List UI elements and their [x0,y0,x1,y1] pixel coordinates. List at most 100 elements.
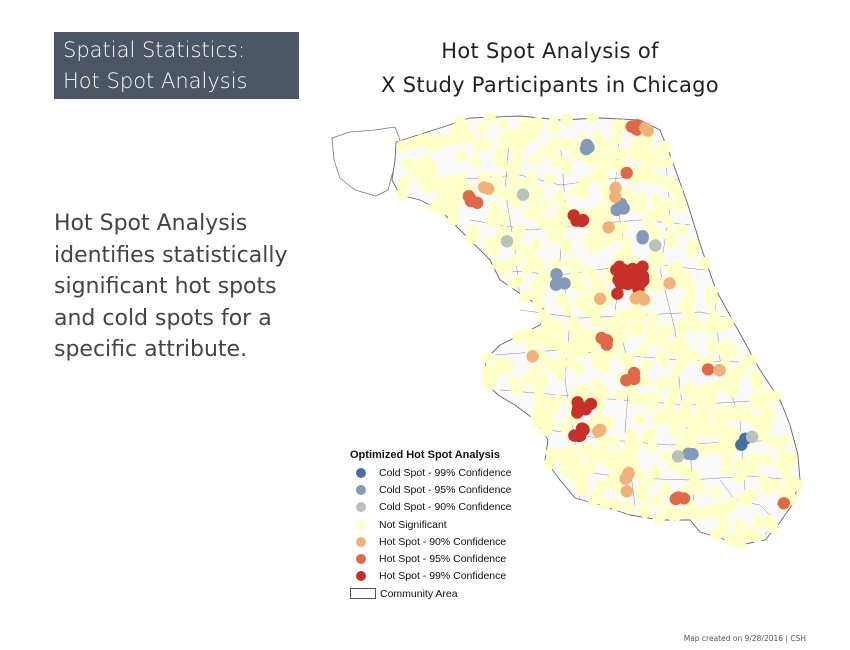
not-significant-point [705,443,719,456]
not-significant-point [686,238,699,251]
significant-point [478,181,491,194]
not-significant-point [532,416,545,429]
significant-point [621,469,634,483]
not-significant-point [592,132,605,145]
not-significant-point [532,297,545,310]
not-significant-point [476,123,489,136]
not-significant-point [640,359,653,372]
not-significant-point [589,377,602,391]
not-significant-point [514,126,527,139]
not-significant-point [560,113,573,127]
significant-point [617,202,630,215]
not-significant-point [757,389,770,402]
legend-label: Hot Spot - 95% Confidence [379,553,507,566]
significant-point [641,124,654,137]
not-significant-point [733,458,746,472]
significant-point [595,331,608,345]
not-significant-point [671,508,684,521]
not-significant-point [687,350,700,363]
not-significant-point [496,117,509,130]
not-significant-point [605,474,618,487]
not-significant-point [532,118,545,131]
not-significant-point [610,498,623,511]
not-significant-point [758,411,771,424]
description-text: Hot Spot Analysis identifies statistical… [54,208,329,366]
not-significant-point [485,214,498,228]
not-significant-point [483,111,496,125]
not-significant-point [634,191,647,205]
not-significant-point [488,201,501,214]
significant-point [615,264,629,277]
not-significant-point [610,131,623,144]
not-significant-point [761,432,774,446]
not-significant-point [694,424,707,438]
not-significant-point [706,341,720,354]
significant-point [701,363,715,376]
not-significant-point [535,326,548,340]
not-significant-point [586,112,599,126]
not-significant-point [690,389,703,403]
not-significant-point [662,214,675,228]
not-significant-point [623,352,636,365]
not-significant-point [629,324,642,337]
not-significant-point [675,223,689,236]
not-significant-point [600,350,614,363]
not-significant-point [622,501,635,515]
not-significant-point [592,279,605,292]
not-significant-point [568,337,581,351]
not-significant-point [624,429,638,442]
not-significant-point [527,368,540,382]
not-significant-point [637,491,650,504]
not-significant-point [658,484,671,497]
hot-90-swatch-icon [356,536,366,547]
not-significant-point [614,388,627,402]
not-significant-point [666,342,679,355]
not-significant-point [575,294,588,308]
not-significant-point [619,235,632,249]
not-significant-point [590,207,603,220]
not-significant-point [748,451,761,465]
not-significant-point [597,171,610,185]
not-significant-point [554,190,567,203]
not-significant-point [509,253,522,267]
not-significant-point [567,315,580,328]
not-significant-point [572,362,585,375]
description-line: and cold spots for a [54,305,272,331]
not-significant-point [537,373,550,386]
not-significant-point [780,462,793,475]
not-significant-point [708,309,721,322]
not-significant-point [590,488,603,502]
not-significant-point [550,155,564,169]
not-significant-point [441,133,454,147]
map-title: Hot Spot Analysis of X Study Participant… [340,34,760,102]
not-significant-point [528,195,541,208]
not-significant-point [414,157,427,170]
not-significant-point [661,178,674,192]
not-significant-point [401,157,414,170]
not-significant-point [724,438,737,452]
not-significant-point [647,172,660,186]
significant-point [580,138,594,152]
significant-point [713,364,726,377]
significant-point [614,277,627,290]
legend-title: Optimized Hot Spot Analysis [350,449,500,461]
legend-item-hot-90: Hot Spot - 90% Confidence [350,533,570,550]
not-significant-point [577,481,590,494]
significant-point [629,292,642,305]
not-significant-point [455,150,468,163]
not-significant-point [554,339,568,352]
significant-point [609,190,622,203]
not-significant-point [488,243,501,256]
not-significant-point [414,167,428,180]
not-significant-point [717,405,730,418]
significant-point [777,497,790,510]
not-significant-point [407,136,420,150]
not-significant-point [546,231,560,244]
significant-point [609,181,622,195]
not-significant-point [713,417,726,431]
not-significant-point [640,162,654,176]
not-significant-point [507,137,520,151]
not-significant-point [566,444,579,457]
significant-point [500,235,514,248]
significant-point [611,287,624,300]
